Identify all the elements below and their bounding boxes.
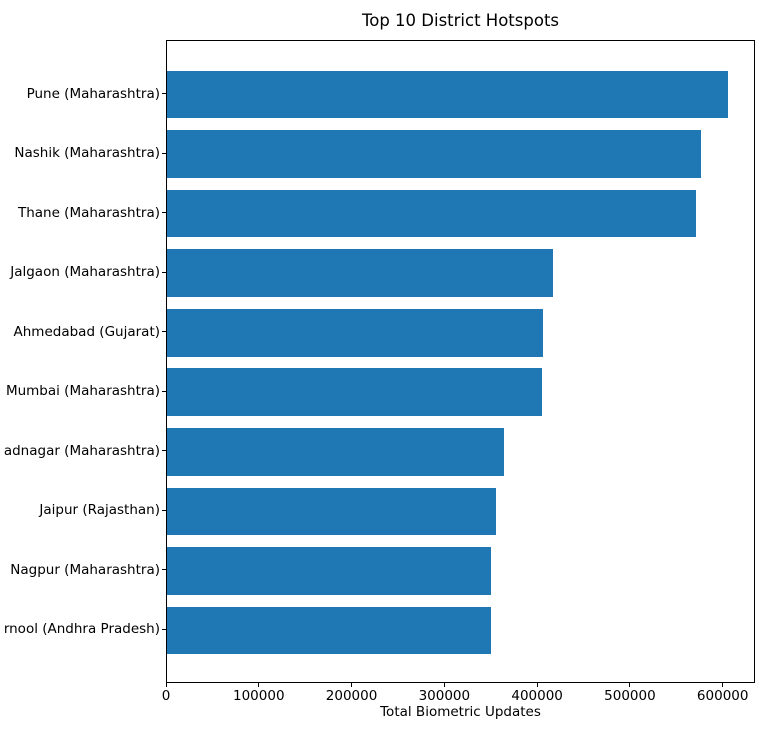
x-tick-label: 100000 [233, 688, 285, 704]
x-axis-tick [443, 683, 445, 687]
y-axis-category-label: adnagar (Maharashtra) [3, 442, 160, 459]
x-tick-label: 0 [161, 688, 171, 704]
bar-3 [167, 249, 553, 297]
x-axis-tick [165, 683, 167, 687]
y-axis-category-label: Thane (Maharashtra) [17, 204, 160, 221]
x-tick-label: 300000 [418, 688, 471, 704]
plot-area [166, 40, 755, 683]
y-axis-tick [162, 509, 166, 511]
chart-title: Top 10 District Hotspots [361, 11, 560, 30]
x-tick-label: 200000 [325, 688, 378, 704]
x-axis-tick [258, 683, 260, 687]
bar-2 [167, 189, 696, 238]
y-axis-category-label: Mumbai (Maharashtra) [5, 383, 160, 400]
y-axis-tick [162, 271, 166, 273]
bar-0 [167, 70, 729, 119]
x-axis-tick [722, 683, 724, 687]
y-axis-tick [162, 569, 166, 571]
bar-1 [167, 130, 702, 178]
y-axis-category-label: Jaipur (Rajasthan) [39, 502, 160, 519]
x-axis-tick [351, 683, 353, 687]
bar-4 [167, 308, 543, 357]
bar-5 [167, 368, 542, 417]
y-axis-tick [162, 93, 166, 95]
x-tick-label: 400000 [511, 688, 563, 704]
y-axis-tick [162, 390, 166, 392]
y-axis-category-label: rnool (Andhra Pradesh) [3, 621, 160, 638]
y-axis-tick [162, 450, 166, 452]
y-axis-tick [162, 331, 166, 333]
x-tick-label: 500000 [604, 688, 656, 704]
x-axis-label: Total Biometric Updates [380, 704, 541, 720]
x-axis-tick [536, 683, 538, 687]
bar-8 [167, 547, 491, 595]
bar-6 [167, 427, 504, 476]
y-axis-tick [162, 212, 166, 214]
y-axis-tick [162, 628, 166, 630]
y-axis-tick [162, 152, 166, 154]
y-axis-category-label: Nashik (Maharashtra) [14, 145, 160, 162]
y-axis-category-label: Jalgaon (Maharashtra) [10, 264, 160, 281]
x-tick-label: 600000 [696, 688, 749, 704]
y-axis-category-label: Pune (Maharashtra) [26, 85, 160, 102]
y-axis-category-label: Nagpur (Maharashtra) [10, 561, 160, 578]
x-axis-tick [629, 683, 631, 687]
y-axis-category-label: Ahmedabad (Gujarat) [13, 323, 160, 340]
bar-9 [167, 606, 491, 655]
bar-7 [167, 487, 497, 536]
